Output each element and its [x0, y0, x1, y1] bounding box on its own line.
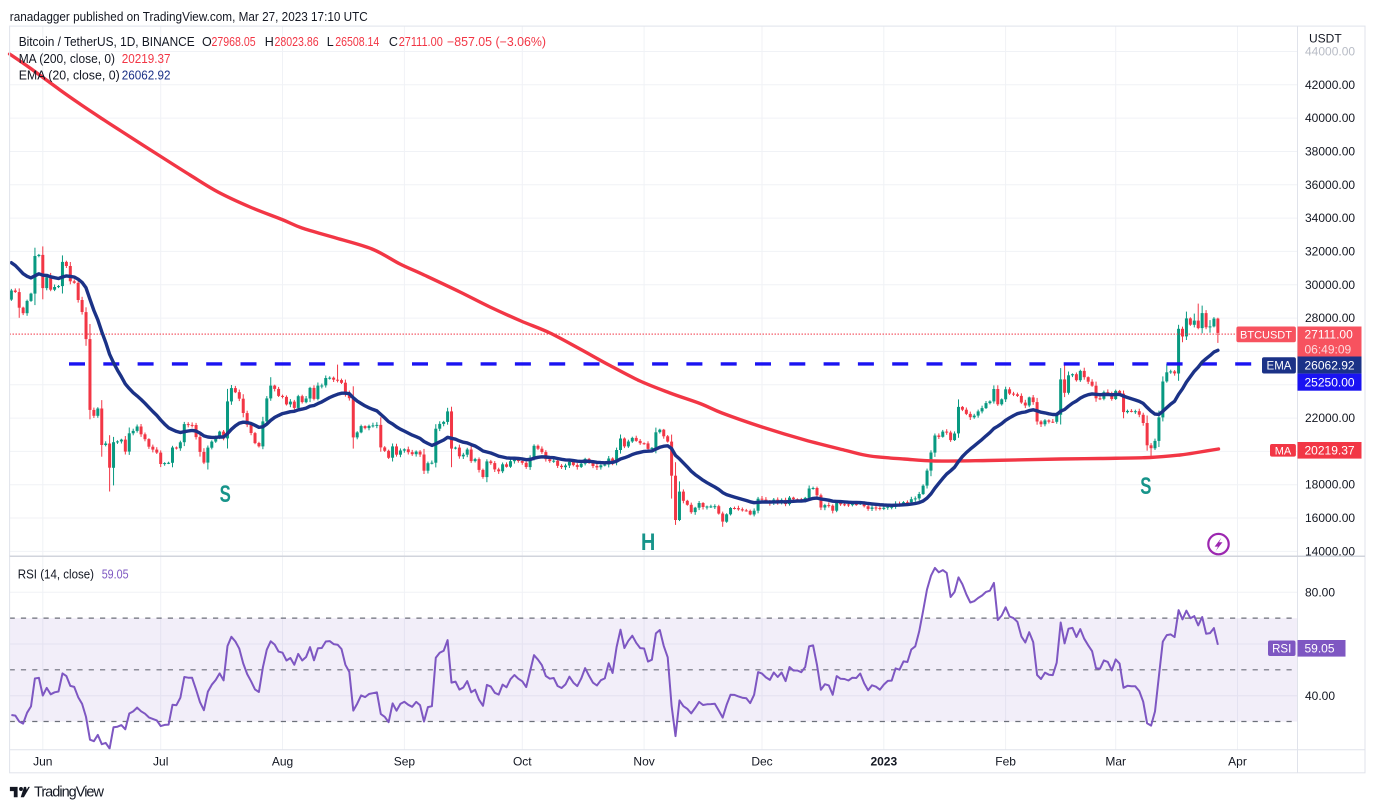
svg-text:26062.92: 26062.92: [1305, 358, 1355, 372]
svg-text:L: L: [327, 35, 334, 49]
svg-text:34000.00: 34000.00: [1305, 211, 1355, 225]
svg-text:EMA (20, close, 0): EMA (20, close, 0): [19, 69, 120, 83]
svg-text:Mar: Mar: [1105, 755, 1126, 769]
svg-text:32000.00: 32000.00: [1305, 244, 1355, 258]
svg-text:Sep: Sep: [394, 755, 416, 769]
svg-text:Aug: Aug: [272, 755, 293, 769]
svg-text:2023: 2023: [870, 755, 897, 769]
svg-text:26062.92: 26062.92: [122, 69, 171, 83]
svg-text:30000.00: 30000.00: [1305, 278, 1355, 292]
svg-text:16000.00: 16000.00: [1305, 511, 1355, 525]
svg-text:40.00: 40.00: [1305, 689, 1335, 703]
svg-text:22000.00: 22000.00: [1305, 411, 1355, 425]
svg-text:Oct: Oct: [513, 755, 532, 769]
svg-text:38000.00: 38000.00: [1305, 145, 1355, 159]
svg-text:USDT: USDT: [1309, 32, 1342, 46]
svg-text:H: H: [265, 35, 274, 49]
svg-text:14000.00: 14000.00: [1305, 544, 1355, 558]
svg-text:25250.00: 25250.00: [1305, 376, 1355, 390]
svg-text:Jun: Jun: [33, 755, 52, 769]
svg-text:MA (200, close, 0): MA (200, close, 0): [19, 52, 115, 66]
svg-text:RSI (14, close): RSI (14, close): [18, 568, 94, 582]
svg-text:TradingView: TradingView: [34, 785, 105, 801]
svg-text:27111.00: 27111.00: [399, 35, 443, 49]
svg-text:18000.00: 18000.00: [1305, 478, 1355, 492]
svg-text:Apr: Apr: [1228, 755, 1247, 769]
svg-text:36000.00: 36000.00: [1305, 178, 1355, 192]
svg-text:BTCUSDT: BTCUSDT: [1240, 329, 1292, 341]
svg-text:RSI: RSI: [1272, 643, 1291, 655]
svg-text:C: C: [389, 35, 398, 49]
svg-text:28000.00: 28000.00: [1305, 311, 1355, 325]
svg-text:26508.14: 26508.14: [335, 35, 379, 49]
svg-text:Jul: Jul: [153, 755, 168, 769]
svg-text:Nov: Nov: [633, 755, 654, 769]
svg-text:42000.00: 42000.00: [1305, 78, 1355, 92]
svg-text:40000.00: 40000.00: [1305, 111, 1355, 125]
svg-text:80.00: 80.00: [1305, 585, 1335, 599]
svg-text:EMA: EMA: [1267, 361, 1292, 373]
svg-text:Dec: Dec: [751, 755, 772, 769]
svg-text:O: O: [202, 35, 212, 49]
svg-text:ranadagger published on Tradin: ranadagger published on TradingView.com,…: [10, 10, 368, 24]
svg-text:S: S: [1140, 473, 1151, 500]
svg-text:20219.37: 20219.37: [122, 52, 171, 66]
svg-text:Feb: Feb: [995, 755, 1016, 769]
svg-text:06:49:09: 06:49:09: [1305, 342, 1352, 356]
svg-text:59.05: 59.05: [102, 568, 129, 582]
svg-text:59.05: 59.05: [1305, 642, 1335, 656]
svg-text:20219.37: 20219.37: [1305, 444, 1355, 458]
svg-text:H: H: [641, 529, 655, 556]
svg-text:−857.05 (−3.06%): −857.05 (−3.06%): [447, 35, 546, 49]
svg-text:27111.00: 27111.00: [1305, 327, 1354, 341]
svg-text:27968.05: 27968.05: [212, 35, 256, 49]
svg-text:Bitcoin / TetherUS, 1D, BINANC: Bitcoin / TetherUS, 1D, BINANCE: [19, 35, 195, 49]
svg-text:28023.86: 28023.86: [275, 35, 319, 49]
svg-text:44000.00: 44000.00: [1305, 45, 1355, 59]
svg-text:MA: MA: [1275, 445, 1292, 457]
svg-text:S: S: [220, 481, 231, 508]
